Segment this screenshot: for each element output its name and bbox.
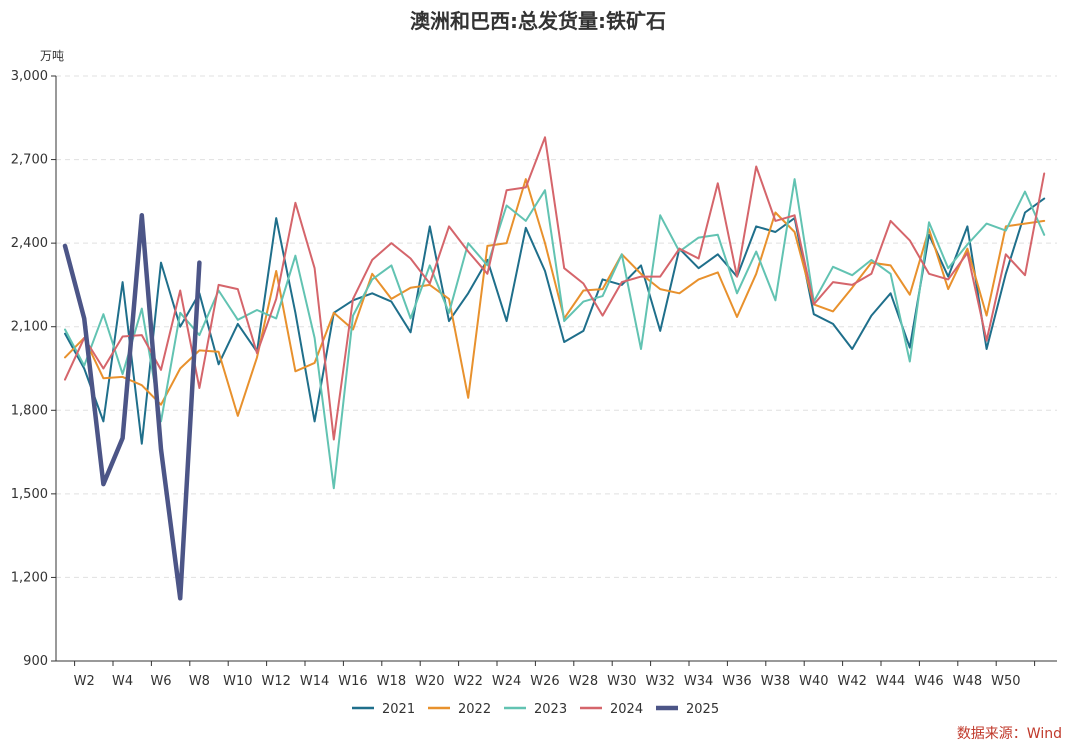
- x-tick-label-W4: W4: [112, 674, 133, 689]
- x-tick-label-W24: W24: [492, 674, 521, 689]
- x-tick-label-W46: W46: [914, 674, 943, 689]
- x-tick-label-W18: W18: [377, 674, 406, 689]
- x-tick-label-W10: W10: [223, 674, 252, 689]
- x-tick-label-W40: W40: [799, 674, 828, 689]
- legend-label-2022: 2022: [458, 702, 491, 717]
- y-tick-label-1800: 1,800: [11, 403, 48, 418]
- y-axis-ticks: 900 1,200 1,500 1,800 2,100 2,400 2,700 3,000: [11, 69, 56, 669]
- y-tick-label-900: 900: [23, 654, 48, 669]
- series-line-2025: [62, 213, 202, 601]
- x-axis-ticks: W2 W4 W6 W8 W10 W12 W14 W16 W18 W20 W22 W24 W26 W28 W3…: [74, 661, 1036, 689]
- x-tick-label-W6: W6: [150, 674, 171, 689]
- series-line-2024: [64, 136, 1046, 441]
- x-tick-label-W16: W16: [338, 674, 367, 689]
- x-tick-label-W28: W28: [569, 674, 598, 689]
- x-tick-label-W8: W8: [189, 674, 210, 689]
- x-tick-label-W44: W44: [876, 674, 905, 689]
- legend-label-2021: 2021: [382, 702, 415, 717]
- x-tick-label-W20: W20: [415, 674, 444, 689]
- y-tick-label-3000: 3,000: [11, 69, 48, 84]
- y-tick-label-2700: 2,700: [11, 153, 48, 168]
- x-tick-label-W32: W32: [645, 674, 674, 689]
- gridlines: [56, 75, 1057, 578]
- y-axis-unit-label: 万吨: [40, 49, 64, 63]
- x-tick-label-W50: W50: [991, 674, 1020, 689]
- legend-label-2023: 2023: [534, 702, 567, 717]
- y-tick-label-1200: 1,200: [11, 570, 48, 585]
- legend-item-2023[interactable]: 2023: [504, 702, 567, 717]
- series-line-2022: [64, 178, 1046, 417]
- series-lines: [62, 136, 1046, 601]
- legend-label-2024: 2024: [610, 702, 643, 717]
- x-tick-label-W48: W48: [953, 674, 982, 689]
- x-tick-label-W38: W38: [761, 674, 790, 689]
- legend-item-2022[interactable]: 2022: [428, 702, 491, 717]
- x-tick-label-W34: W34: [684, 674, 713, 689]
- legend-label-2025: 2025: [686, 702, 719, 717]
- x-tick-label-W22: W22: [453, 674, 482, 689]
- x-tick-label-W30: W30: [607, 674, 636, 689]
- x-tick-label-W2: W2: [74, 674, 95, 689]
- legend-item-2025[interactable]: 2025: [656, 702, 719, 717]
- chart-title: 澳洲和巴西:总发货量:铁矿石: [410, 9, 666, 33]
- x-tick-label-W26: W26: [530, 674, 559, 689]
- x-tick-label-W12: W12: [261, 674, 290, 689]
- x-tick-label-W42: W42: [837, 674, 866, 689]
- source-label: 数据来源：Wind: [957, 726, 1062, 742]
- y-tick-label-1500: 1,500: [11, 487, 48, 502]
- y-tick-label-2100: 2,100: [11, 320, 48, 335]
- y-tick-label-2400: 2,400: [11, 236, 48, 251]
- legend-item-2024[interactable]: 2024: [580, 702, 643, 717]
- axes: [55, 76, 1057, 662]
- legend-item-2021[interactable]: 2021: [352, 702, 415, 717]
- x-tick-label-W14: W14: [300, 674, 329, 689]
- series-line-2023: [64, 178, 1046, 490]
- series-line-2021: [64, 197, 1046, 445]
- legend[interactable]: 2021 2022 2023 2024 2025: [352, 702, 719, 717]
- x-tick-label-W36: W36: [722, 674, 751, 689]
